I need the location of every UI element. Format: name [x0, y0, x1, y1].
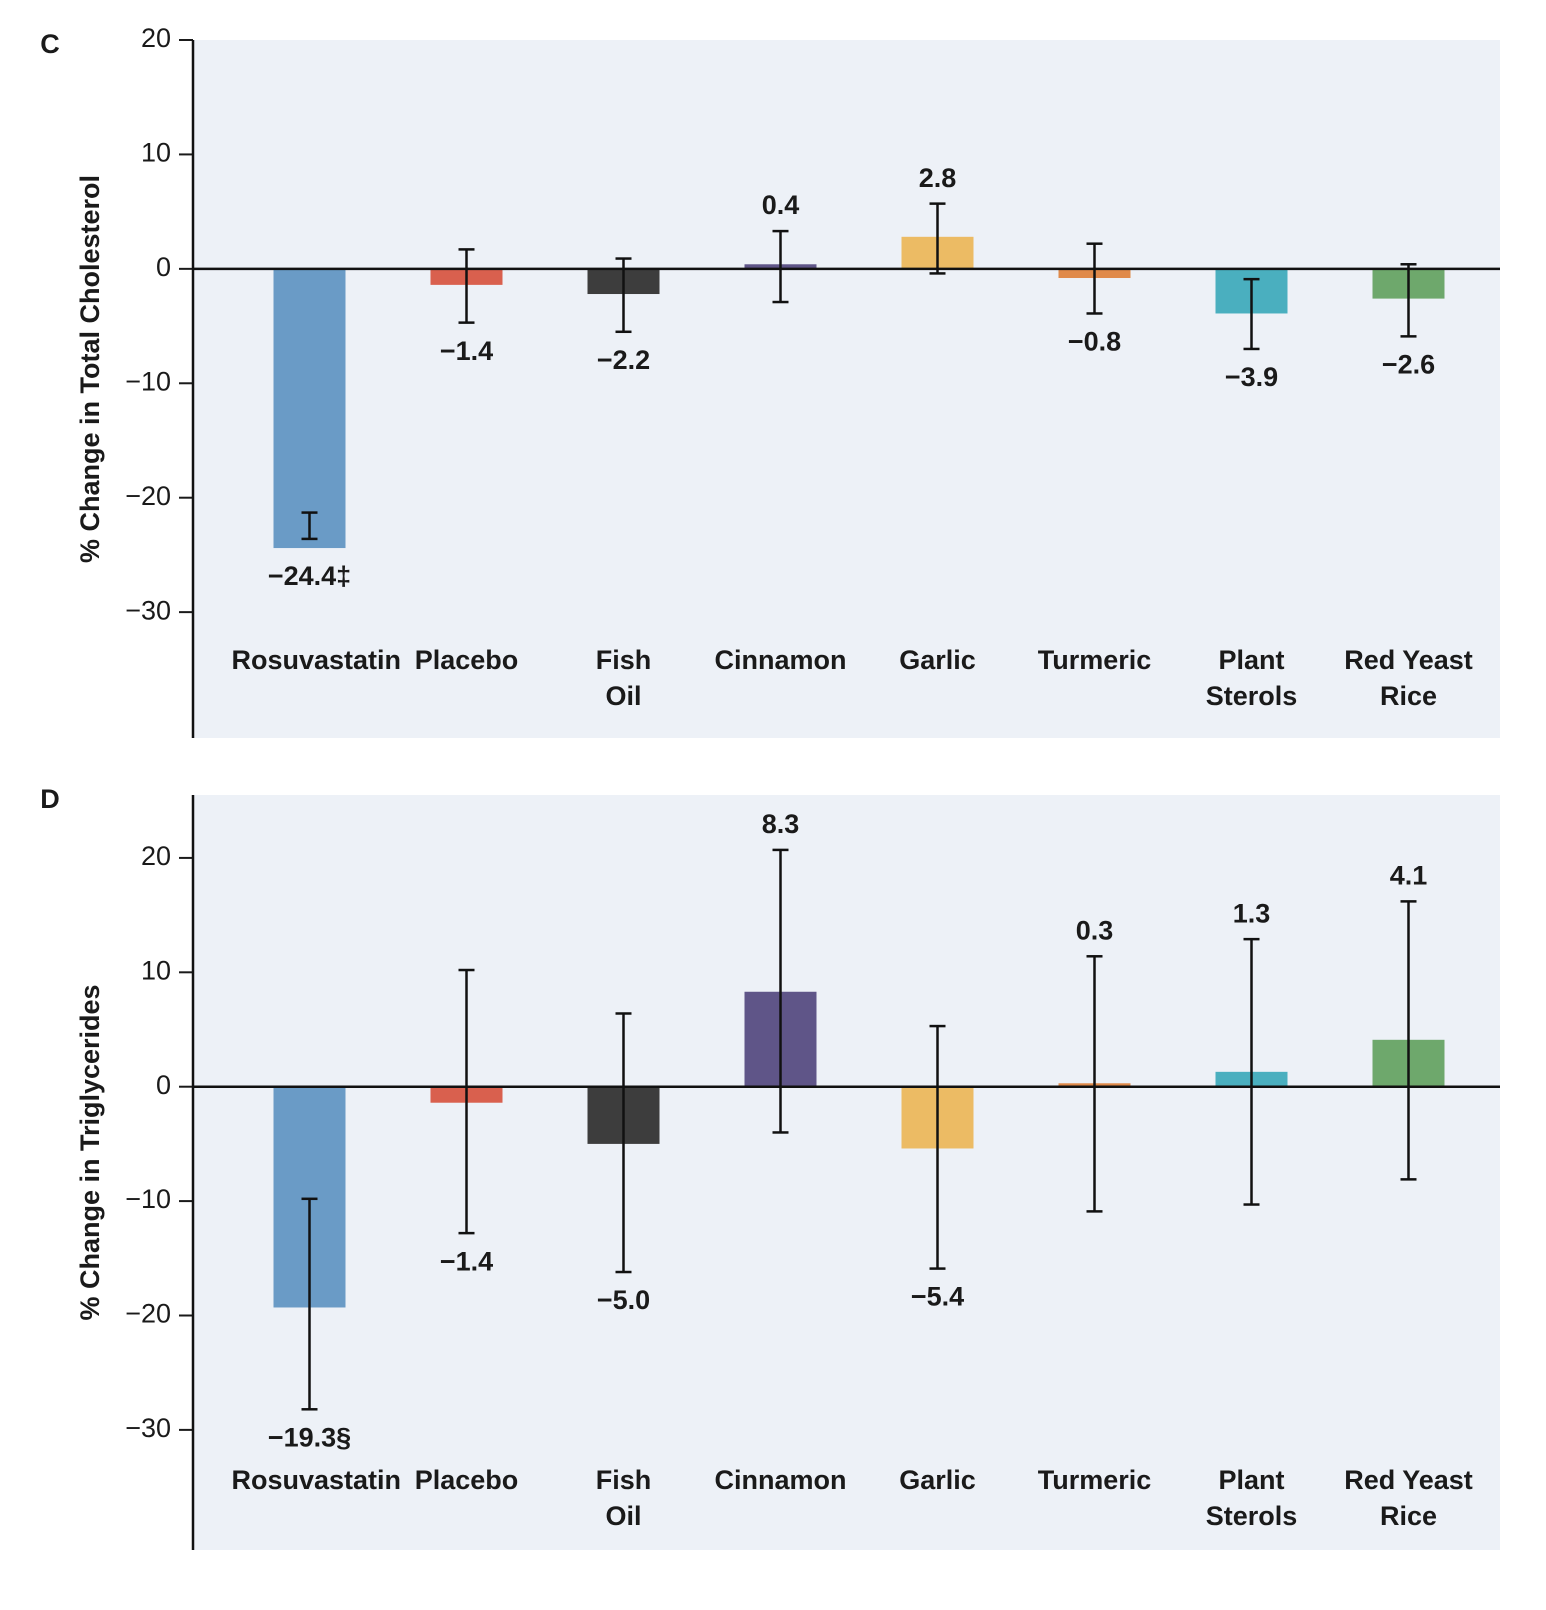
x-tick-label: Turmeric [1037, 645, 1152, 675]
y-tick-label: 20 [141, 841, 171, 871]
plot-background [193, 40, 1500, 738]
value-label: 0.4 [762, 190, 800, 220]
value-label: 1.3 [1233, 898, 1271, 928]
value-label: −5.4 [911, 1282, 964, 1312]
y-tick-label: 10 [141, 138, 171, 168]
y-axis-title: % Change in Total Cholesterol [75, 175, 105, 563]
y-tick-label: −10 [125, 366, 171, 396]
x-tick-label: Cinnamon [714, 1465, 847, 1495]
bar [273, 268, 346, 549]
x-tick-label: Fish Oil [595, 645, 652, 711]
y-axis-title: % Change in Triglycerides [75, 984, 105, 1320]
y-tick-label: −20 [125, 481, 171, 511]
x-tick-label: Turmeric [1037, 1465, 1152, 1495]
y-tick-label: 0 [156, 252, 171, 282]
x-tick-label: Cinnamon [714, 645, 847, 675]
x-tick-label: Red Yeast Rice [1344, 645, 1473, 711]
value-label: −0.8 [1068, 327, 1121, 357]
y-tick-label: 0 [156, 1070, 171, 1100]
value-label: −24.4‡ [268, 561, 351, 591]
x-tick-label: Plant Sterols [1205, 1465, 1298, 1531]
value-label: 2.8 [919, 163, 957, 193]
x-tick-label: Placebo [414, 1465, 519, 1495]
panel-label: D [40, 784, 60, 814]
y-tick-label: −20 [125, 1299, 171, 1329]
y-tick-label: −30 [125, 595, 171, 625]
value-label: 8.3 [762, 809, 800, 839]
value-label: −2.6 [1382, 349, 1435, 379]
value-label: −2.2 [597, 345, 650, 375]
x-tick-label: Garlic [899, 1465, 976, 1495]
y-tick-label: 20 [141, 23, 171, 53]
value-label: −1.4 [440, 1246, 493, 1276]
y-tick-label: −30 [125, 1413, 171, 1443]
value-label: 4.1 [1390, 861, 1428, 891]
value-label: −5.0 [597, 1285, 650, 1315]
x-tick-label: Fish Oil [595, 1465, 652, 1531]
value-label: −19.3§ [268, 1422, 351, 1452]
x-tick-label: Red Yeast Rice [1344, 1465, 1473, 1531]
value-label: −1.4 [440, 336, 493, 366]
x-tick-label: Rosuvastatin [231, 645, 402, 675]
value-label: 0.3 [1076, 915, 1114, 945]
x-tick-label: Plant Sterols [1205, 645, 1298, 711]
y-tick-label: 10 [141, 955, 171, 985]
plot-background [193, 795, 1500, 1550]
value-label: −3.9 [1225, 362, 1278, 392]
x-tick-label: Placebo [414, 645, 519, 675]
x-tick-label: Garlic [899, 645, 976, 675]
panel-label: C [40, 29, 60, 59]
x-tick-label: Rosuvastatin [231, 1465, 402, 1495]
y-tick-label: −10 [125, 1184, 171, 1214]
